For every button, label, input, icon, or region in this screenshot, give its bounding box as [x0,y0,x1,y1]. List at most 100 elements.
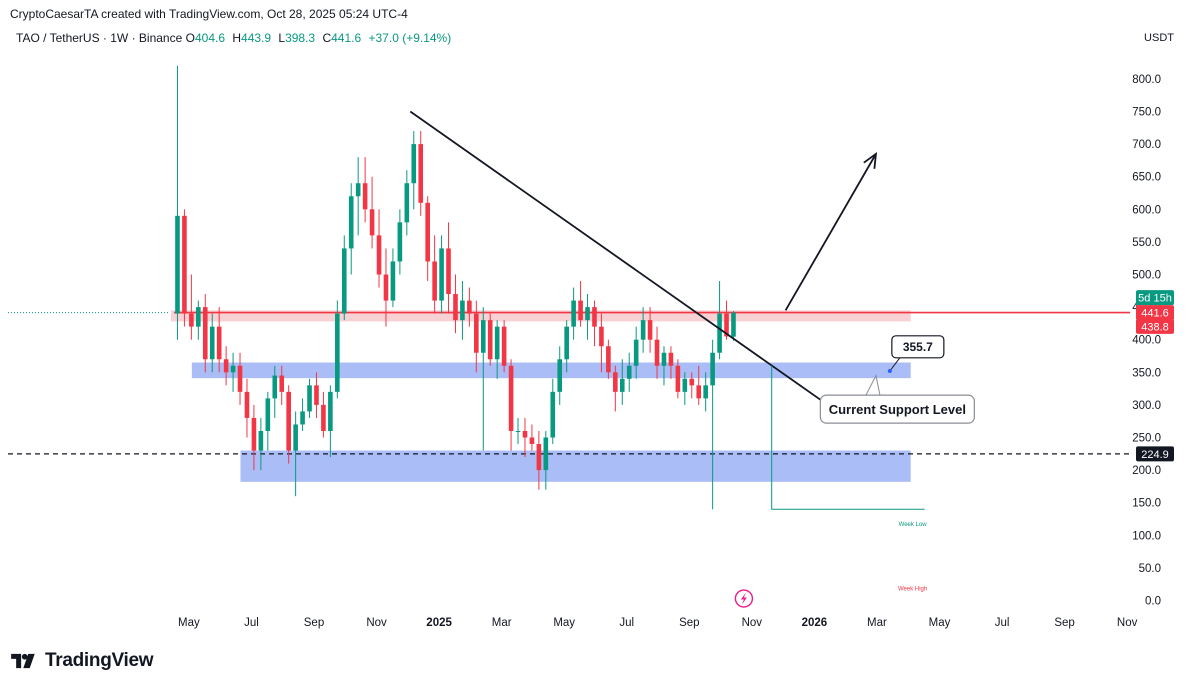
countdown-tag-bg[interactable] [1136,290,1174,306]
resistance-zone[interactable] [171,310,911,322]
candle[interactable] [633,326,639,379]
candle[interactable] [286,385,291,464]
candle[interactable] [613,365,618,412]
lightning-icon[interactable] [734,589,754,608]
support-value-box[interactable] [891,335,945,359]
candle[interactable] [564,320,569,373]
candle[interactable] [439,235,444,314]
candle[interactable] [494,320,500,379]
candle[interactable] [592,300,597,347]
candle[interactable] [474,300,479,373]
support-label-box[interactable] [819,394,975,424]
symbol-label[interactable]: TAO / TetherUS · 1W · Binance [16,31,183,45]
candle[interactable] [376,209,382,288]
candle[interactable] [335,300,340,399]
candle-body [390,261,396,301]
candle[interactable] [585,294,590,340]
candle[interactable] [244,378,250,438]
candle[interactable] [599,313,604,373]
candle[interactable] [189,274,194,340]
candle[interactable] [460,281,465,340]
support-zone[interactable] [191,362,911,379]
candle[interactable] [717,281,722,360]
candle[interactable] [328,385,333,458]
candle[interactable] [640,307,646,353]
candle[interactable] [626,352,632,392]
candle[interactable] [202,294,208,373]
candle[interactable] [480,307,486,451]
candle[interactable] [550,378,556,445]
candle[interactable] [196,300,201,340]
x-tick-label: Nov [1117,617,1138,629]
candle[interactable] [390,248,396,308]
candle[interactable] [557,346,563,405]
candle[interactable] [307,378,312,418]
candle[interactable] [182,209,187,327]
candle[interactable] [404,170,410,236]
candle[interactable] [348,183,354,275]
candle[interactable] [522,417,528,458]
candle[interactable] [175,65,180,340]
candle[interactable] [321,391,326,438]
candle[interactable] [515,417,521,445]
candle[interactable] [425,196,430,282]
candle[interactable] [654,326,660,379]
candle[interactable] [209,313,215,373]
candle[interactable] [314,372,319,418]
candle[interactable] [619,359,625,405]
candle[interactable] [661,346,667,386]
candle[interactable] [647,307,653,353]
candle[interactable] [362,157,368,223]
candle[interactable] [383,248,389,327]
candle[interactable] [682,372,688,405]
candle[interactable] [606,339,611,379]
candle[interactable] [418,131,424,216]
candle[interactable] [272,365,278,418]
candle[interactable] [508,359,514,451]
candle[interactable] [529,424,535,451]
candle[interactable] [571,287,576,340]
candle[interactable] [300,398,305,431]
candle[interactable] [230,352,236,392]
lower-support-zone[interactable] [240,450,911,482]
candle[interactable] [536,430,542,490]
candle-body [647,320,653,340]
candle[interactable] [689,372,695,399]
projection-arrow[interactable] [784,153,877,311]
candle[interactable] [453,274,458,334]
candle[interactable] [696,365,702,405]
candle[interactable] [487,313,493,366]
candle[interactable] [237,352,243,405]
currency-label[interactable]: USDT [1144,32,1174,44]
candle-body [397,222,403,262]
candle[interactable] [279,365,285,405]
candle[interactable] [731,311,736,341]
candle[interactable] [543,430,549,490]
candle[interactable] [265,391,271,451]
candle[interactable] [446,222,451,314]
candle[interactable] [501,320,507,373]
candle[interactable] [578,281,583,327]
candle[interactable] [251,404,257,471]
candle[interactable] [710,339,715,510]
candle[interactable] [668,346,674,379]
close-price-tag-bg[interactable] [1136,305,1174,321]
candle[interactable] [223,346,229,386]
candle[interactable] [341,235,347,321]
candle[interactable] [369,176,375,249]
candle[interactable] [432,235,437,314]
downtrend-line[interactable] [409,110,821,401]
candle[interactable] [293,411,298,497]
level-price-tag-bg[interactable] [1136,446,1174,462]
candle[interactable] [703,372,708,412]
candle[interactable] [397,209,403,275]
tradingview-logo[interactable]: TradingView [10,650,154,672]
candle[interactable] [355,157,361,236]
open-price-tag-bg[interactable] [1136,318,1174,334]
candle[interactable] [411,131,417,210]
candle[interactable] [467,287,472,327]
candle[interactable] [216,307,222,373]
candle[interactable] [258,417,264,471]
candle[interactable] [675,359,681,399]
